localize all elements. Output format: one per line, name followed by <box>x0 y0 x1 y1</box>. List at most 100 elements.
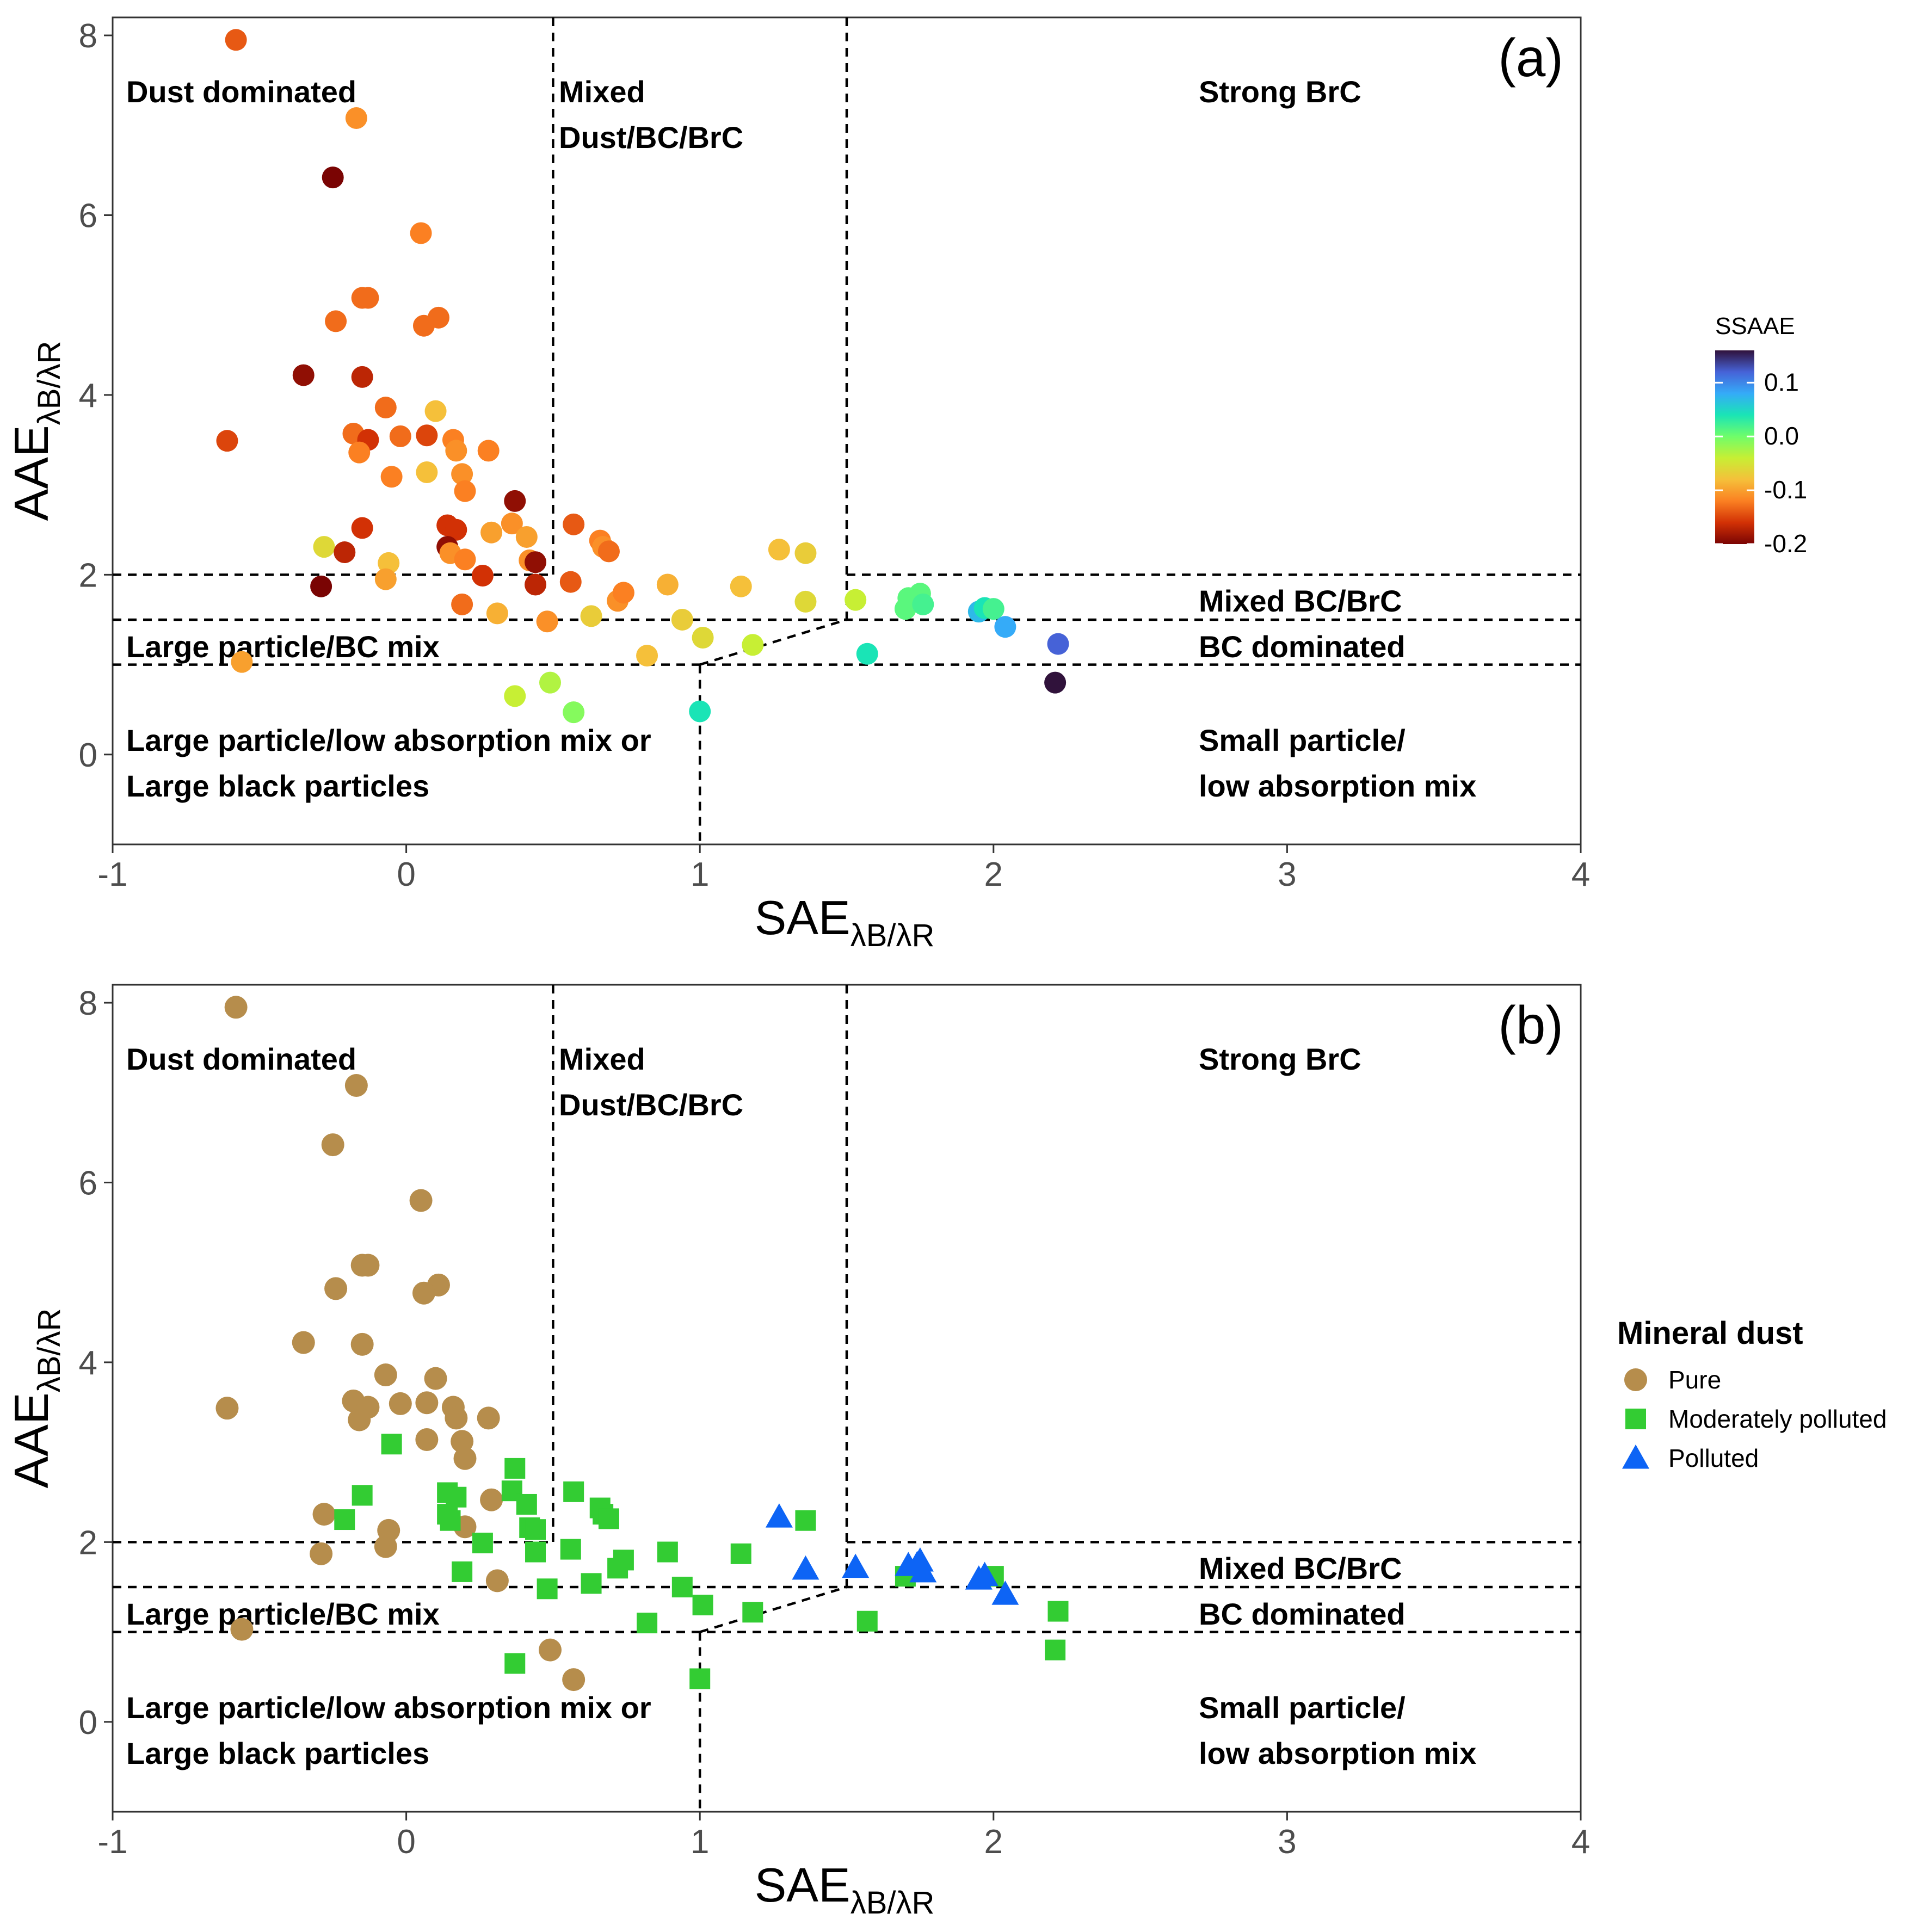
data-point <box>416 424 438 447</box>
data-point-circle <box>215 1397 239 1420</box>
data-point <box>559 571 582 593</box>
legend-key-triangle <box>1622 1445 1649 1469</box>
data-point <box>912 593 934 615</box>
data-point <box>597 540 620 563</box>
data-point-circle <box>224 996 248 1019</box>
x-tick-label: 1 <box>691 1823 709 1861</box>
y-tick-label: 4 <box>79 377 97 415</box>
panel-a-x-axis-title: SAEλB/λR <box>755 891 935 953</box>
data-point <box>216 430 238 452</box>
data-point <box>374 568 397 590</box>
data-point-triangle <box>792 1555 819 1580</box>
data-point <box>322 166 344 189</box>
colorbar-tick-label: 0.0 <box>1764 422 1799 450</box>
data-point-square <box>560 1539 581 1560</box>
data-point <box>374 397 397 419</box>
data-point <box>982 598 1004 620</box>
panel-a-reference-lines <box>113 17 1581 844</box>
panel-b: -1 0 1 2 3 4 0 2 4 6 8 Dust dominated Mixed Dust/B… <box>4 984 1590 1921</box>
data-point <box>1044 671 1067 694</box>
panel-a-region-labels: Dust dominated Mixed Dust/BC/BrC Strong … <box>126 75 1476 803</box>
data-point <box>334 541 356 564</box>
x-tick-label: 2 <box>984 856 1003 893</box>
y-tick-label: 8 <box>79 17 97 55</box>
data-point-circle <box>539 1638 562 1662</box>
data-point <box>416 461 438 483</box>
data-point-circle <box>424 1367 447 1390</box>
x-tick-label: -1 <box>97 856 127 893</box>
colorbar-tick-label: 0.1 <box>1764 368 1799 396</box>
data-point-square <box>472 1533 493 1553</box>
data-point-circle <box>480 1488 503 1511</box>
data-point <box>525 551 547 573</box>
y-tick-label: 0 <box>79 1704 97 1742</box>
legend-title: Mineral dust <box>1617 1316 1803 1351</box>
data-point-square <box>452 1561 473 1582</box>
data-point <box>357 287 379 309</box>
data-point <box>539 671 562 694</box>
data-point-square <box>440 1510 461 1531</box>
data-point-circle <box>415 1391 439 1415</box>
data-point <box>231 651 253 673</box>
panel-a-y-axis-title: AAEλB/λR <box>4 341 67 521</box>
data-point <box>742 634 764 656</box>
data-point <box>794 590 817 613</box>
y-tick-label: 6 <box>79 1164 97 1202</box>
data-point-circle <box>562 1668 585 1692</box>
data-point <box>412 314 435 337</box>
data-point-circle <box>389 1392 412 1415</box>
y-tick-label: 2 <box>79 1524 97 1561</box>
data-point <box>525 573 547 596</box>
data-point-circle <box>374 1363 397 1387</box>
data-point <box>856 643 878 665</box>
data-point <box>636 645 658 667</box>
data-point-square <box>504 1458 526 1479</box>
y-tick-label: 2 <box>79 557 97 594</box>
data-point-circle <box>310 1542 333 1565</box>
y-tick-label: 0 <box>79 737 97 774</box>
data-point-square <box>692 1595 713 1615</box>
data-point <box>445 519 467 541</box>
panel-b-y-axis-title: AAEλB/λR <box>4 1308 67 1489</box>
region-strong-brc: Strong BrC <box>1199 75 1361 109</box>
colorbar-gradient <box>1715 350 1754 544</box>
data-point-square <box>742 1602 763 1623</box>
data-point <box>612 582 634 604</box>
region-mixed-line1: Mixed <box>559 75 645 109</box>
region-bc-dominated: BC dominated <box>1199 1597 1406 1631</box>
data-point-circle <box>453 1447 477 1470</box>
data-point <box>310 575 332 597</box>
data-point <box>692 627 714 649</box>
data-point-square <box>671 1576 693 1597</box>
data-point-circle <box>477 1406 500 1430</box>
data-point-square <box>525 1519 546 1540</box>
data-point <box>504 490 526 512</box>
region-small-low-line2: low absorption mix <box>1199 1736 1476 1770</box>
data-point-circle <box>344 1074 368 1097</box>
legend-key-circle <box>1624 1368 1647 1391</box>
data-point <box>451 463 473 485</box>
mineral-dust-legend: Mineral dust Pure Moderately polluted Poll… <box>1617 1316 1887 1472</box>
x-tick-label: 3 <box>1278 1823 1296 1861</box>
x-tick-label: -1 <box>97 1823 127 1861</box>
x-tick-label: 0 <box>397 856 415 893</box>
region-small-low-line2: low absorption mix <box>1199 769 1476 803</box>
data-point <box>424 400 447 422</box>
data-point-circle <box>230 1618 254 1641</box>
data-point-circle <box>412 1281 435 1305</box>
panel-b-label: (b) <box>1498 995 1563 1055</box>
data-point-square <box>516 1493 537 1515</box>
legend-entries: Pure Moderately polluted Polluted <box>1622 1366 1887 1472</box>
data-point <box>1047 633 1069 655</box>
data-point-triangle <box>971 1561 999 1586</box>
x-tick-label: 4 <box>1571 856 1590 893</box>
data-point-square <box>613 1550 634 1571</box>
data-point <box>225 29 247 51</box>
ref-line-diagonal <box>699 618 847 666</box>
data-point-square <box>563 1481 584 1502</box>
data-point <box>351 366 373 388</box>
legend-label: Polluted <box>1668 1444 1759 1472</box>
data-point <box>794 542 817 564</box>
data-point <box>477 440 500 462</box>
